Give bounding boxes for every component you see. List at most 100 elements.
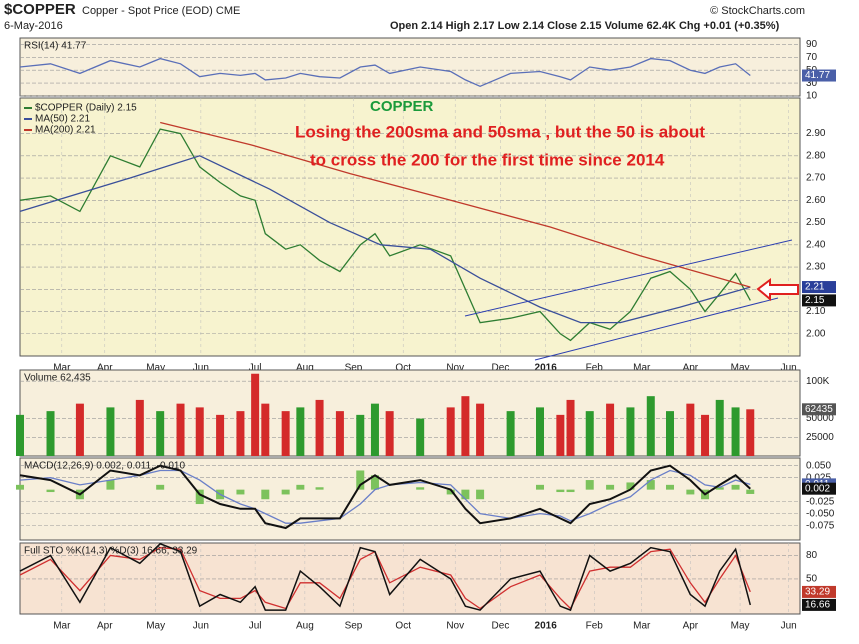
bar	[315, 487, 324, 490]
bar	[731, 484, 740, 490]
bar	[156, 411, 165, 456]
description: Copper - Spot Price (EOD) CME	[82, 5, 240, 17]
value-marker-label: 16.66	[805, 600, 830, 611]
series-line	[19, 464, 751, 530]
panel-title: Full STO %K(14,3) %D(3) 16.66, 33.29	[24, 546, 198, 557]
x-tick-label: Jun	[781, 621, 797, 632]
series-line	[19, 547, 751, 610]
y-tick-label: 2.90	[806, 128, 826, 139]
x-tick-label: Mar	[633, 621, 651, 632]
annotation: to cross the 200 for the first time sinc…	[310, 150, 665, 169]
bar	[746, 489, 755, 494]
bar	[281, 489, 290, 495]
plot-area: 1030507090RSI(14) 41.7741.772.002.102.20…	[16, 37, 836, 632]
bar	[476, 489, 485, 500]
panel-title: Volume 62,435	[24, 373, 91, 384]
x-tick-label: Apr	[97, 363, 113, 374]
value-marker-label: 2.21	[805, 282, 825, 293]
bar	[666, 484, 674, 490]
x-tick-label: Feb	[586, 621, 604, 632]
bar	[195, 489, 204, 505]
y-tick-label: 2.40	[806, 239, 826, 250]
value-marker	[802, 598, 836, 611]
value-marker	[802, 482, 836, 495]
y-tick-label: -0.025	[806, 496, 835, 507]
panel-background	[19, 457, 801, 541]
y-tick-label: 50	[806, 574, 818, 585]
y-tick-label: 90	[806, 39, 818, 50]
bar	[261, 489, 270, 500]
value-marker-label: 0.002	[805, 483, 830, 494]
bar	[281, 411, 290, 456]
bar	[370, 403, 379, 456]
y-tick-label: 2.70	[806, 173, 826, 184]
value-marker	[802, 585, 836, 598]
bar	[646, 480, 655, 490]
y-tick-label: 2.00	[806, 328, 826, 339]
x-tick-label: 2016	[535, 363, 558, 374]
x-tick-label: Oct	[395, 621, 411, 632]
date: 6-May-2016	[4, 20, 63, 32]
panel-title: MACD(12,26,9) 0.002, 0.011, -0.010	[24, 461, 185, 472]
bar	[461, 396, 470, 456]
y-tick-label: 2.10	[806, 306, 826, 317]
bar	[356, 470, 365, 490]
y-tick-label: 0.025	[806, 472, 831, 483]
bar	[686, 489, 695, 495]
bar	[46, 411, 55, 456]
x-tick-label: Dec	[492, 621, 510, 632]
bar	[251, 373, 260, 456]
legend-label: MA(200) 2.21	[35, 125, 96, 136]
bar	[370, 475, 379, 490]
value-marker	[802, 294, 836, 307]
bar	[686, 403, 695, 456]
bar	[701, 414, 710, 456]
arrow	[756, 278, 799, 302]
y-tick-label: -0.050	[806, 508, 835, 519]
bar	[446, 407, 455, 456]
series-line	[19, 128, 751, 342]
channel-line	[464, 239, 793, 317]
value-marker-label: 62435	[805, 404, 833, 415]
bar	[461, 489, 470, 500]
bar	[135, 399, 144, 456]
x-tick-label: Jun	[781, 363, 797, 374]
x-tick-label: Aug	[296, 363, 314, 374]
y-tick-label: 10	[806, 91, 818, 102]
bar	[556, 489, 565, 493]
x-tick-label: May	[731, 363, 750, 374]
bar	[416, 418, 425, 456]
y-tick-label: 50000	[806, 413, 834, 424]
legend-label: $COPPER (Daily) 2.15	[35, 103, 137, 114]
bar	[356, 414, 365, 456]
bar	[715, 399, 724, 456]
bar	[731, 407, 740, 456]
bar	[156, 484, 165, 490]
legend-label: MA(50) 2.21	[35, 114, 90, 125]
value-marker-label: 33.29	[805, 587, 830, 598]
bar	[216, 414, 225, 456]
bar	[646, 396, 655, 456]
bar	[416, 487, 425, 490]
bar	[195, 407, 204, 456]
y-tick-label: 2.60	[806, 195, 826, 206]
bar	[236, 411, 245, 456]
bar	[16, 484, 24, 490]
x-tick-label: May	[731, 621, 750, 632]
y-tick-label: 100K	[806, 376, 830, 387]
x-tick-label: Aug	[296, 621, 314, 632]
y-tick-label: 80	[806, 550, 818, 561]
y-tick-label: -0.075	[806, 520, 835, 531]
panel-background	[19, 97, 801, 357]
panel-background	[19, 542, 801, 615]
bar	[236, 489, 245, 495]
x-tick-label: Jun	[193, 363, 209, 374]
x-tick-label: Mar	[633, 363, 651, 374]
bar	[715, 487, 724, 490]
series-line	[19, 155, 751, 324]
x-tick-label: May	[146, 363, 165, 374]
bar	[176, 403, 185, 456]
bar	[556, 414, 565, 456]
bar	[536, 407, 544, 456]
